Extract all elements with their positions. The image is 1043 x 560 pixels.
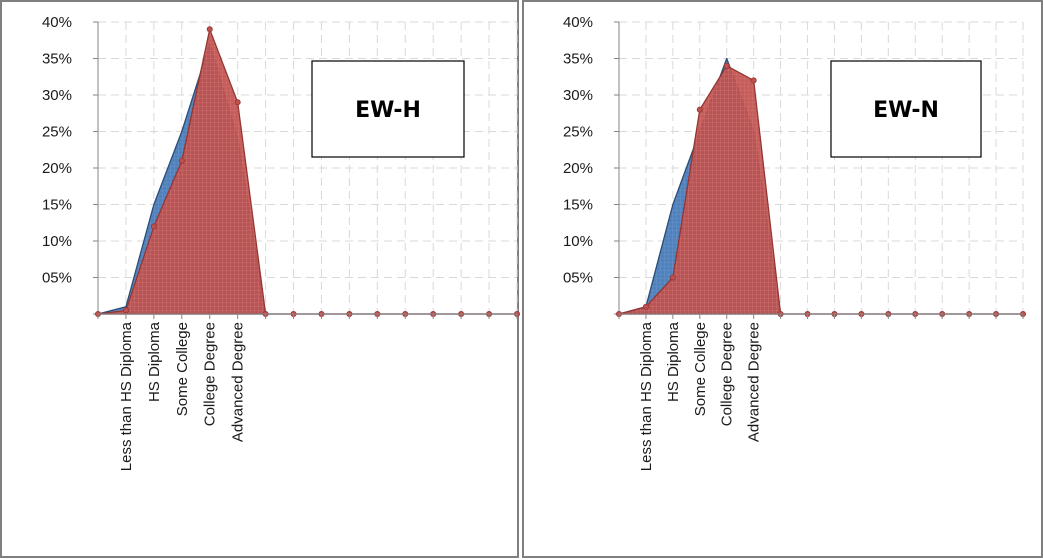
y-tick-label: 40% (42, 14, 72, 31)
x-category-label: College Degree (719, 322, 736, 426)
y-tick-label: 25% (42, 124, 72, 141)
series-2-marker (723, 62, 730, 69)
x-category-label: HS Diploma (146, 321, 163, 402)
chart-ew-n: 05% 10% 15% 20% 25% 30% 35% 40% Less than HS Dip… (563, 14, 1026, 471)
series-2-marker (696, 106, 703, 113)
chart-title: EW-N (873, 98, 939, 123)
chart-panel-ew-h: 05% 10% 15% 20% 25% 30% 35% 40% Less than HS Dip… (0, 0, 521, 558)
chart-panel-ew-n: 05% 10% 15% 20% 25% 30% 35% 40% Less than HS Dip… (522, 0, 1043, 558)
y-tick-label: 10% (42, 233, 72, 250)
y-tick-label: 40% (563, 14, 593, 31)
chart-title: EW-H (355, 98, 421, 123)
x-category-label: Some College (692, 322, 709, 416)
series-2-marker (234, 99, 241, 106)
series-2-marker (178, 157, 185, 164)
series-2-marker (206, 26, 213, 33)
y-tick-label: 05% (563, 270, 593, 287)
series-2-marker (669, 274, 676, 281)
series-2-marker (150, 223, 157, 230)
y-tick-label: 30% (563, 87, 593, 104)
y-tick-label: 35% (42, 51, 72, 68)
x-category-label: Less than HS Diploma (638, 321, 655, 471)
x-category-label: Advanced Degree (746, 322, 763, 442)
y-tick-label: 10% (563, 233, 593, 250)
chart-ew-h: 05% 10% 15% 20% 25% 30% 35% 40% Less than HS Dip… (42, 14, 521, 471)
y-tick-label: 35% (563, 51, 593, 68)
x-category-label: Less than HS Diploma (118, 321, 135, 471)
series-2-marker (642, 303, 649, 310)
series-2-marker (750, 77, 757, 84)
chart-title-box (311, 60, 465, 158)
y-tick-label: 30% (42, 87, 72, 104)
y-tick-label: 15% (42, 197, 72, 214)
y-tick-label: 25% (563, 124, 593, 141)
chart-title-box (830, 60, 982, 158)
y-tick-label: 05% (42, 270, 72, 287)
x-category-label: Advanced Degree (230, 322, 247, 442)
series-2-marker (122, 307, 129, 314)
y-tick-label: 15% (563, 197, 593, 214)
x-category-label: Some College (174, 322, 191, 416)
x-category-label: HS Diploma (665, 321, 682, 402)
x-category-label: College Degree (202, 322, 219, 426)
y-tick-label: 20% (42, 160, 72, 177)
y-tick-label: 20% (563, 160, 593, 177)
